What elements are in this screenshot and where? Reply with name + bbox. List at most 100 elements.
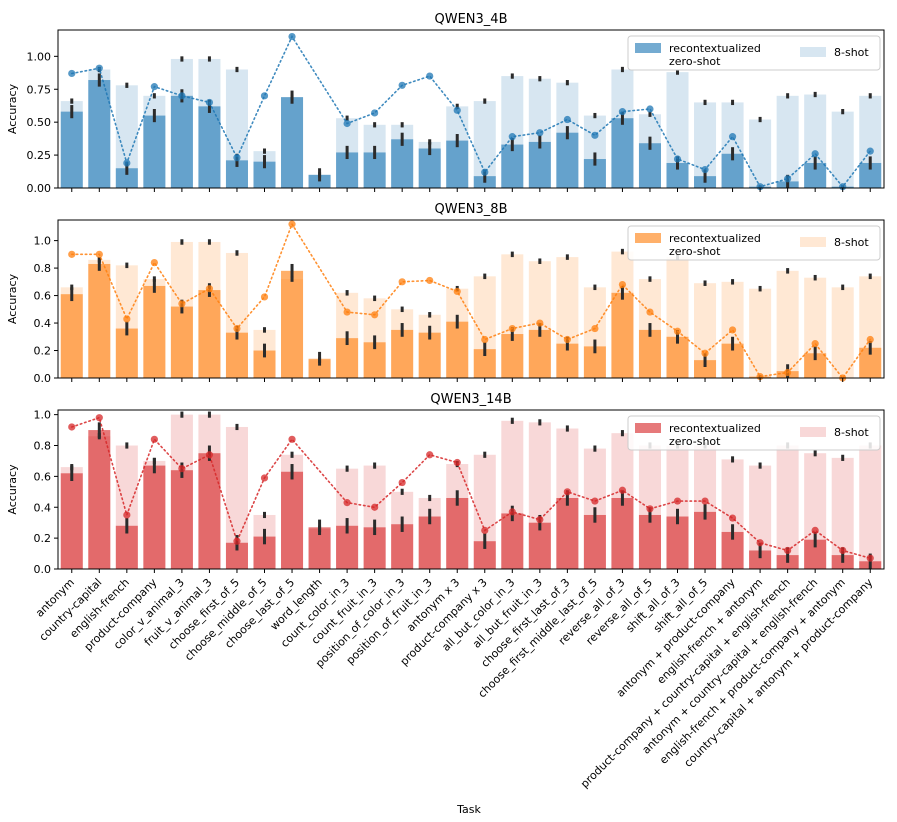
panel-title: QWEN3_8B: [435, 202, 508, 217]
bar-recontextualized-0: [60, 111, 83, 188]
y-tick-label: 0.8: [34, 440, 52, 453]
bar-recontextualized-14: [446, 140, 469, 188]
legend-swatch-8shot: [800, 237, 826, 247]
bar-recontextualized-19: [583, 159, 606, 188]
point-zero-shot-21: [646, 105, 654, 113]
point-zero-shot-27: [811, 526, 819, 535]
bar-recontextualized-16: [501, 144, 524, 188]
bar-recontextualized-8: [281, 471, 304, 569]
point-zero-shot-7: [260, 92, 269, 100]
bar-recontextualized-14: [446, 497, 469, 569]
bar-8shot-26: [776, 445, 799, 569]
y-tick-label: 0.2: [34, 532, 52, 545]
bar-8shot-6: [225, 69, 248, 188]
legend-label-recontextualized: recontextualized: [669, 422, 761, 435]
point-zero-shot-4: [178, 92, 186, 100]
panel-title: QWEN3_14B: [430, 392, 511, 407]
y-tick-label: 0.00: [27, 182, 52, 195]
point-zero-shot-15: [481, 526, 489, 535]
bar-recontextualized-13: [418, 148, 441, 188]
point-zero-shot-4: [178, 300, 186, 308]
point-zero-shot-21: [646, 505, 654, 513]
bar-recontextualized-12: [391, 329, 414, 378]
point-zero-shot-23: [701, 497, 709, 505]
bar-recontextualized-17: [528, 522, 551, 569]
bar-recontextualized-15: [473, 349, 496, 378]
legend-label-8shot: 8-shot: [834, 236, 869, 249]
y-tick-label: 0.2: [34, 345, 52, 358]
bar-recontextualized-8: [281, 97, 304, 188]
point-zero-shot-12: [398, 478, 406, 487]
bar-8shot-26: [776, 270, 799, 378]
panel-qwen3_8b: 0.0 0.2 0.4 0.6 0.8 1.0 QWEN3_8B Accuracy recont…: [6, 202, 885, 385]
point-zero-shot-13: [426, 276, 434, 285]
point-zero-shot-8: [288, 32, 296, 41]
point-zero-shot-19: [591, 497, 599, 505]
bar-8shot-25: [749, 119, 772, 188]
point-zero-shot-13: [426, 451, 434, 459]
bar-recontextualized-12: [391, 139, 414, 188]
bar-recontextualized-29: [859, 162, 882, 188]
bar-recontextualized-3: [143, 285, 166, 378]
y-axis-label: Accuracy: [6, 83, 19, 134]
bar-recontextualized-6: [225, 160, 248, 188]
point-zero-shot-2: [123, 315, 131, 323]
bar-recontextualized-10: [336, 525, 359, 569]
y-tick-label: 0.25: [27, 149, 52, 162]
bar-recontextualized-8: [281, 270, 304, 378]
point-zero-shot-1: [95, 250, 103, 258]
point-zero-shot-20: [618, 486, 627, 494]
legend-swatch-recontextualized: [635, 43, 661, 53]
bar-recontextualized-7: [253, 350, 276, 378]
point-zero-shot-26: [784, 546, 792, 555]
bar-recontextualized-4: [170, 306, 193, 378]
bar-recontextualized-7: [253, 161, 276, 188]
bar-8shot-29: [859, 445, 882, 569]
point-zero-shot-2: [123, 511, 131, 519]
bar-recontextualized-17: [528, 141, 551, 188]
point-zero-shot-13: [426, 72, 434, 80]
bar-recontextualized-18: [556, 343, 579, 378]
point-zero-shot-15: [481, 335, 489, 344]
y-tick-label: 0.0: [34, 372, 52, 385]
bar-recontextualized-5: [198, 106, 221, 188]
bar-recontextualized-20: [611, 292, 634, 378]
point-zero-shot-22: [673, 155, 682, 163]
bar-recontextualized-20: [611, 118, 634, 188]
line-zero-shot: [71, 222, 871, 380]
legend-label-zero-shot: zero-shot: [669, 55, 721, 68]
y-tick-label: 0.75: [27, 83, 52, 96]
bar-recontextualized-12: [391, 524, 414, 569]
point-zero-shot-4: [178, 465, 186, 473]
bar-recontextualized-1: [88, 430, 111, 569]
bar-recontextualized-24: [721, 343, 744, 378]
point-zero-shot-0: [68, 250, 76, 258]
bar-recontextualized-27: [804, 353, 827, 378]
bar-8shot-23: [694, 102, 717, 188]
legend-label-8shot: 8-shot: [834, 426, 869, 439]
bar-8shot-25: [749, 288, 772, 378]
point-zero-shot-5: [205, 451, 214, 459]
point-zero-shot-18: [563, 488, 571, 496]
point-zero-shot-6: [233, 154, 241, 162]
point-zero-shot-27: [811, 150, 819, 158]
point-zero-shot-27: [811, 340, 819, 348]
point-zero-shot-24: [728, 326, 737, 334]
bar-recontextualized-22: [666, 336, 689, 378]
bar-recontextualized-29: [859, 347, 882, 378]
point-zero-shot-23: [701, 349, 709, 357]
panel-qwen3_4b: 0.00 0.25 0.50 0.75 1.00 QWEN3_4B Accuracy reco…: [6, 12, 885, 195]
point-zero-shot-11: [371, 311, 379, 319]
point-zero-shot-3: [150, 83, 158, 91]
bar-8shot-27: [804, 277, 827, 378]
legend-box: [627, 35, 881, 71]
bar-recontextualized-22: [666, 516, 689, 569]
point-zero-shot-16: [508, 133, 516, 141]
bar-recontextualized-11: [363, 527, 386, 569]
panel-qwen3_14b: 0.0 0.2 0.4 0.6 0.8 1.0 QWEN3_14B Accuracy recon…: [6, 392, 885, 576]
bar-recontextualized-9: [308, 358, 331, 378]
bar-recontextualized-7: [253, 536, 276, 569]
point-zero-shot-19: [591, 324, 599, 333]
